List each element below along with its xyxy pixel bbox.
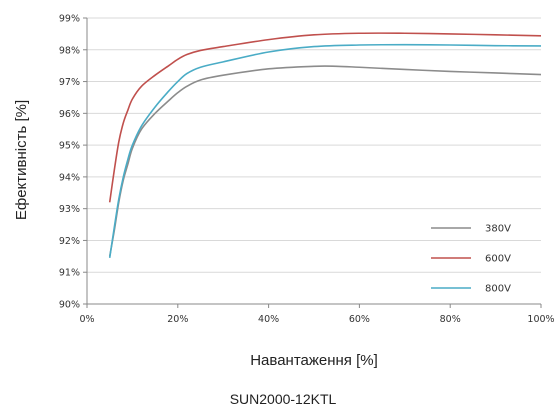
y-tick-label: 97% xyxy=(59,77,80,88)
x-tick-label: 100% xyxy=(527,314,554,325)
y-tick-label: 95% xyxy=(59,141,80,152)
legend-label-380v: 380V xyxy=(485,224,511,235)
series-lines xyxy=(108,32,542,259)
series-line-600v xyxy=(108,32,542,203)
legend: 380V 600V 800V xyxy=(431,224,511,295)
x-tick-label: 40% xyxy=(258,314,279,325)
x-axis-title: Навантаження [%] xyxy=(250,352,378,369)
y-tick-label: 93% xyxy=(59,204,80,215)
series-line-800v xyxy=(108,43,542,259)
gridlines xyxy=(87,17,541,273)
chart-caption: SUN2000-12KTL xyxy=(230,391,337,407)
y-tick-label: 99% xyxy=(59,14,80,25)
y-tick-label: 91% xyxy=(59,268,80,279)
y-tick-label: 94% xyxy=(59,172,80,183)
x-tick-label: 60% xyxy=(349,314,370,325)
y-tick-label: 98% xyxy=(59,45,80,56)
y-tick-label: 92% xyxy=(59,236,80,247)
legend-label-600v: 600V xyxy=(485,254,511,265)
legend-label-800v: 800V xyxy=(485,284,511,295)
x-tick-label: 80% xyxy=(440,314,461,325)
series-line-380v xyxy=(108,65,542,257)
y-axis-title: Ефективність [%] xyxy=(13,100,30,220)
y-tick-labels: 90% 91% 92% 93% 94% 95% 96% 97% 98% 99% xyxy=(59,14,80,311)
y-tick-label: 90% xyxy=(59,300,80,311)
y-tick-label: 96% xyxy=(59,109,80,120)
x-tick-labels: 0% 20% 40% 60% 80% 100% xyxy=(79,314,554,325)
axes xyxy=(83,17,542,308)
x-tick-label: 20% xyxy=(167,314,188,325)
x-tick-label: 0% xyxy=(79,314,94,325)
